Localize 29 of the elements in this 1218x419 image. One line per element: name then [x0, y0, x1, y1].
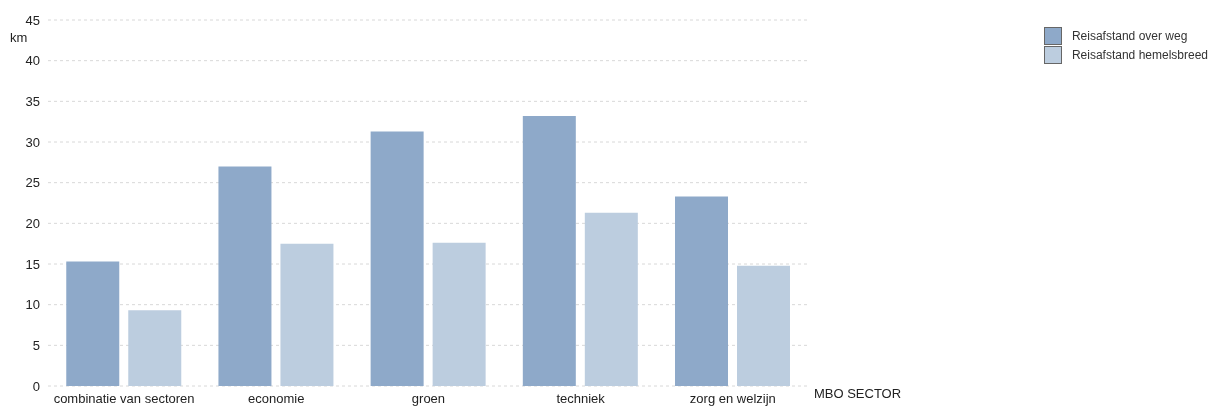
bar [218, 166, 272, 386]
y-tick-label: 20 [25, 215, 40, 231]
legend-label: Reisafstand over weg [1070, 27, 1189, 45]
y-tick-label: 40 [25, 53, 40, 69]
y-tick-label: 0 [32, 378, 40, 394]
bar [66, 261, 120, 386]
y-axis-title: km [10, 30, 28, 45]
y-tick-label: 10 [25, 297, 40, 313]
bar [370, 131, 424, 386]
y-tick-label: 25 [25, 175, 40, 191]
y-tick-label: 45 [25, 12, 40, 28]
y-tick-label: 15 [25, 256, 40, 272]
x-tick-label: zorg en welzijn [689, 391, 776, 407]
bar [432, 242, 486, 386]
y-tick-label: 35 [25, 93, 40, 109]
bar [584, 212, 638, 386]
bar [675, 196, 728, 386]
bar [522, 115, 576, 386]
y-tick-label: 30 [25, 134, 40, 150]
x-tick-label: groen [411, 391, 446, 407]
legend-label: Reisafstand hemelsbreed [1070, 46, 1208, 64]
bar [737, 265, 790, 386]
x-tick-label: techniek [556, 391, 606, 407]
bar [128, 310, 182, 386]
y-tick-label: 5 [32, 337, 40, 353]
bar [280, 243, 334, 386]
x-tick-label: combinatie van sectoren [53, 391, 195, 407]
x-tick-label: economie [248, 391, 305, 407]
x-axis-title: MBO SECTOR [813, 385, 902, 401]
